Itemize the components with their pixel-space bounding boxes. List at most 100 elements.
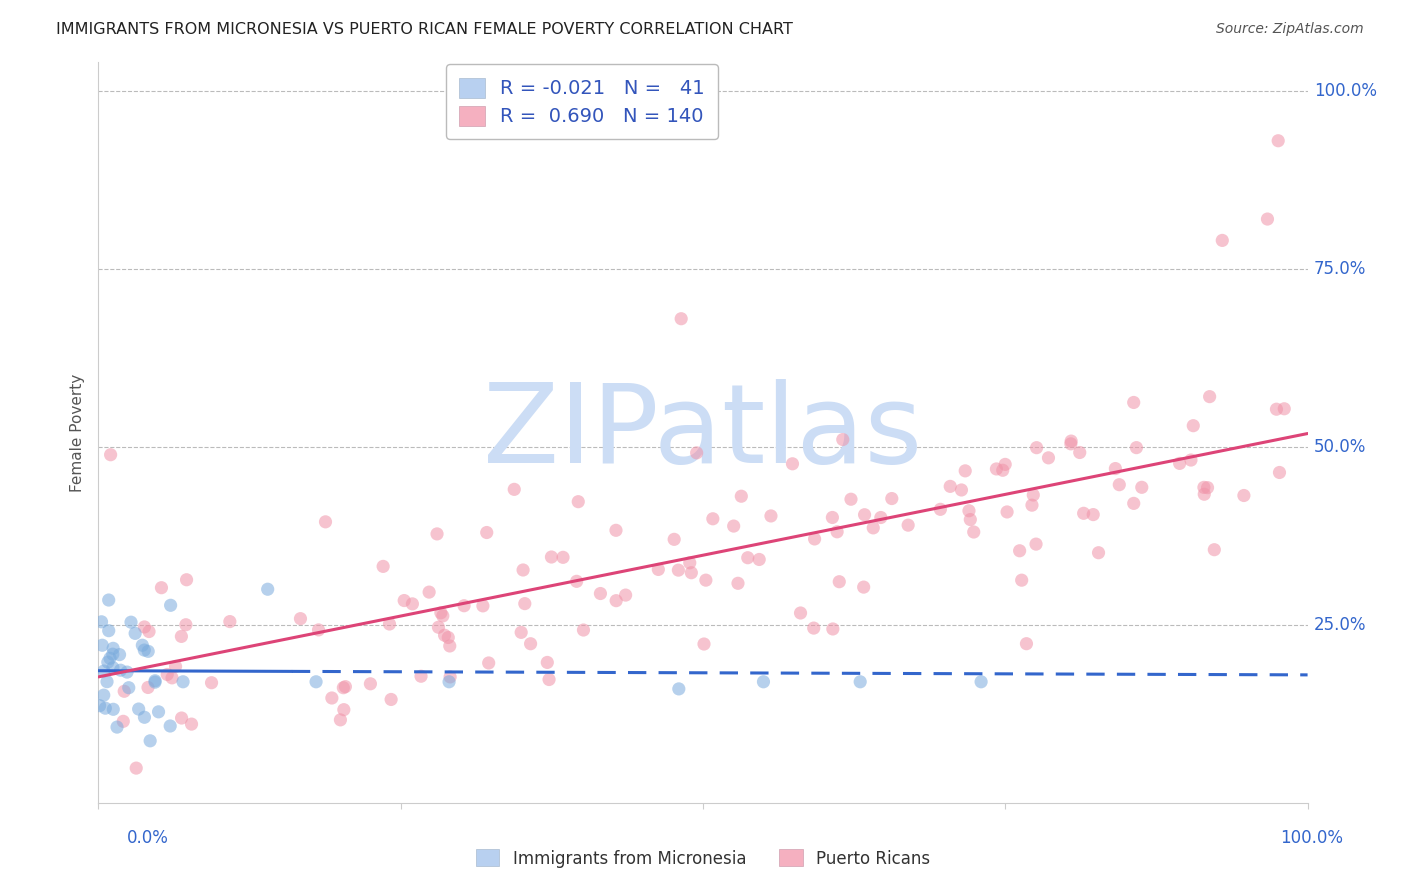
Point — [510, 625, 533, 640]
Point — [986, 462, 1008, 476]
Point — [101, 641, 124, 656]
Point — [437, 674, 460, 689]
Point — [174, 617, 197, 632]
Point — [669, 311, 692, 326]
Text: 75.0%: 75.0% — [1313, 260, 1367, 278]
Point — [427, 620, 450, 634]
Point — [803, 621, 825, 635]
Point — [828, 574, 851, 589]
Point — [1087, 546, 1109, 560]
Point — [110, 663, 132, 677]
Point — [437, 631, 460, 645]
Point — [1060, 437, 1083, 451]
Point — [1073, 506, 1095, 520]
Point — [93, 664, 115, 678]
Point — [897, 518, 920, 533]
Point — [1122, 496, 1144, 510]
Point — [380, 692, 402, 706]
Point — [159, 599, 181, 613]
Point — [290, 612, 312, 626]
Point — [853, 508, 876, 522]
Point — [118, 681, 141, 695]
Point — [138, 624, 160, 639]
Point — [1182, 418, 1205, 433]
Point — [409, 669, 432, 683]
Point — [849, 674, 872, 689]
Point — [1083, 508, 1105, 522]
Point — [97, 593, 120, 607]
Point — [105, 720, 128, 734]
Point — [180, 717, 202, 731]
Point — [433, 628, 456, 642]
Point — [821, 510, 844, 524]
Text: 0.0%: 0.0% — [127, 829, 169, 847]
Point — [869, 510, 891, 524]
Point — [418, 585, 440, 599]
Point — [519, 637, 541, 651]
Point — [1198, 390, 1220, 404]
Point — [1272, 401, 1295, 416]
Text: ZIPatlas: ZIPatlas — [484, 379, 922, 486]
Point — [136, 644, 159, 658]
Point — [1060, 434, 1083, 448]
Point — [994, 458, 1017, 472]
Point — [426, 527, 449, 541]
Point — [540, 549, 562, 564]
Point — [748, 552, 770, 566]
Point — [453, 599, 475, 613]
Point — [572, 623, 595, 637]
Point — [1108, 477, 1130, 491]
Text: Source: ZipAtlas.com: Source: ZipAtlas.com — [1216, 22, 1364, 37]
Point — [693, 637, 716, 651]
Point — [128, 702, 150, 716]
Point — [333, 703, 356, 717]
Point — [401, 597, 423, 611]
Point — [103, 702, 125, 716]
Point — [101, 647, 124, 661]
Point — [148, 705, 170, 719]
Point — [953, 464, 976, 478]
Text: 100.0%: 100.0% — [1279, 829, 1343, 847]
Point — [991, 463, 1014, 477]
Point — [929, 502, 952, 516]
Point — [218, 615, 240, 629]
Point — [551, 550, 574, 565]
Point — [737, 550, 759, 565]
Point — [96, 674, 118, 689]
Point — [1022, 488, 1045, 502]
Point — [100, 448, 122, 462]
Point — [475, 525, 498, 540]
Point — [536, 656, 558, 670]
Point — [752, 674, 775, 689]
Point — [308, 623, 330, 637]
Point — [589, 586, 612, 600]
Point — [950, 483, 973, 497]
Point — [120, 615, 142, 630]
Point — [825, 524, 848, 539]
Point — [329, 713, 352, 727]
Point — [647, 562, 669, 576]
Point — [605, 593, 627, 607]
Point — [567, 494, 589, 508]
Point — [97, 655, 120, 669]
Y-axis label: Female Poverty: Female Poverty — [70, 374, 86, 491]
Point — [139, 734, 162, 748]
Text: 50.0%: 50.0% — [1313, 438, 1367, 456]
Point — [538, 673, 561, 687]
Point — [478, 656, 501, 670]
Point — [605, 524, 627, 538]
Point — [392, 593, 415, 607]
Point — [170, 629, 193, 643]
Point — [134, 620, 156, 634]
Point — [378, 617, 401, 632]
Point — [1122, 395, 1144, 409]
Point — [1069, 445, 1091, 459]
Point — [256, 582, 278, 597]
Point — [143, 673, 166, 688]
Point — [136, 681, 159, 695]
Point — [471, 599, 494, 613]
Point — [759, 508, 782, 523]
Point — [831, 433, 853, 447]
Point — [970, 674, 993, 689]
Point — [176, 573, 198, 587]
